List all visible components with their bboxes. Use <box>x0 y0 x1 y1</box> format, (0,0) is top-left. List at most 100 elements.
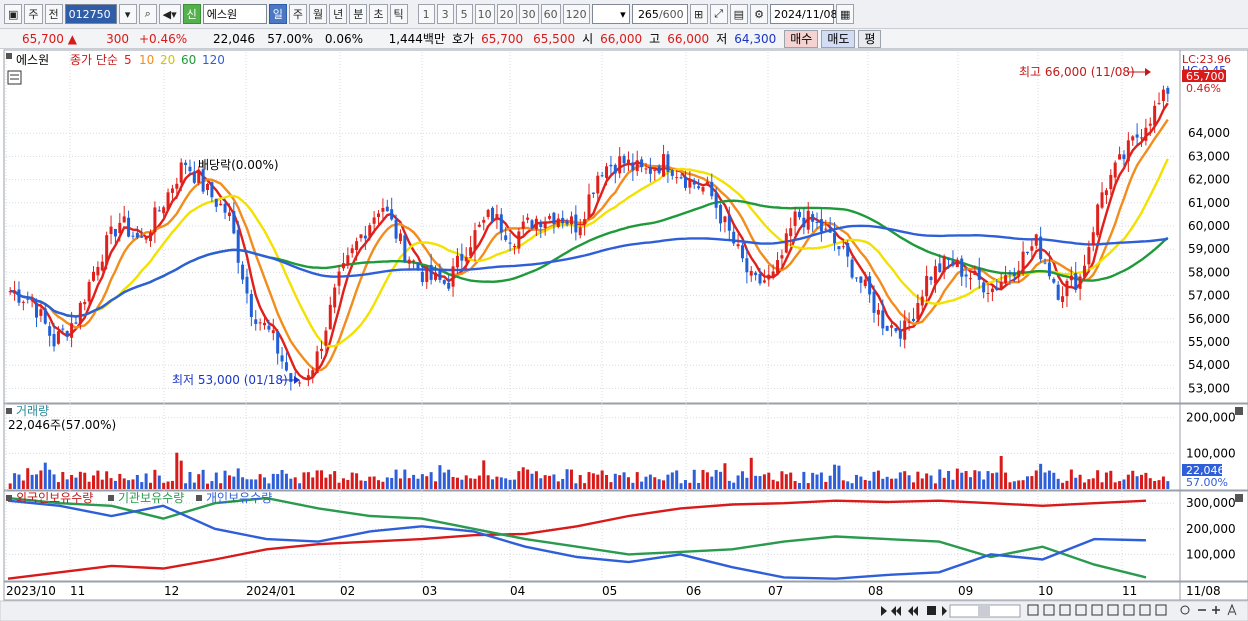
volume-bar <box>539 478 543 489</box>
interval-3-button[interactable]: 3 <box>436 4 454 24</box>
legend-sep-icon <box>108 495 114 501</box>
volume-bar <box>455 477 459 489</box>
volume-bar <box>565 469 569 489</box>
candle-body <box>666 154 670 172</box>
chevron-down-icon[interactable]: ▾ <box>118 4 137 24</box>
scroll-bar-area[interactable] <box>0 600 1248 621</box>
volume-bar <box>363 480 367 489</box>
period-day-button[interactable]: 일 <box>268 4 287 24</box>
step-forward-icon[interactable] <box>942 606 947 616</box>
stock-code-input[interactable]: 012750 <box>64 4 117 24</box>
zoom-in-icon[interactable] <box>1212 606 1220 614</box>
legend-foreign: 외국인보유수량 <box>16 491 93 505</box>
buy-button[interactable]: 매수 <box>784 29 819 48</box>
holdings-line <box>7 499 1147 580</box>
date-input[interactable]: 2024/11/08 <box>770 4 837 24</box>
interval-20-button[interactable]: 20 <box>496 4 517 24</box>
volume-bar <box>149 482 153 489</box>
eval-button[interactable]: 평 <box>858 29 882 48</box>
search-icon[interactable]: ⌕ <box>138 4 157 24</box>
font-size-icon[interactable] <box>1227 603 1237 616</box>
compare-icon[interactable] <box>1139 604 1151 616</box>
candle-body <box>613 164 617 174</box>
volume-bar <box>1148 478 1152 489</box>
play-icon[interactable] <box>881 606 887 616</box>
mode-button[interactable]: 전 <box>44 4 63 24</box>
stock-name-field[interactable]: 에스원 <box>202 4 267 24</box>
table-toggle-icon[interactable] <box>7 70 22 85</box>
interval-5-button[interactable]: 5 <box>455 4 473 24</box>
period-tick-button[interactable]: 틱 <box>389 4 408 24</box>
volume-bar <box>960 472 964 489</box>
interval-60-button[interactable]: 60 <box>540 4 561 24</box>
candle-body <box>1104 190 1108 196</box>
step-back-icon[interactable] <box>908 606 918 616</box>
candle-body <box>986 292 990 294</box>
period-year-button[interactable]: 년 <box>329 4 348 24</box>
magnifier-icon[interactable] <box>1180 605 1190 615</box>
list-icon[interactable] <box>1059 604 1071 616</box>
rewind-icon[interactable] <box>891 606 901 616</box>
zoom-window-icon[interactable] <box>1027 604 1039 616</box>
period-second-button[interactable]: 초 <box>369 4 388 24</box>
volume-bar <box>596 474 600 489</box>
copy-icon[interactable] <box>1107 604 1119 616</box>
volume-bar <box>938 469 942 489</box>
chart-type-icon[interactable] <box>1123 604 1135 616</box>
holdings-panel-close-icon[interactable] <box>1235 494 1243 502</box>
volume-bar <box>635 472 639 489</box>
scroll-thumb[interactable] <box>978 606 990 616</box>
low-price: 64,300 <box>734 31 777 46</box>
period-week-button[interactable]: 주 <box>288 4 308 24</box>
speaker-icon[interactable]: ◀▾ <box>158 4 181 24</box>
period-month-button[interactable]: 월 <box>309 4 328 24</box>
candle-body <box>968 278 972 280</box>
volume-bar <box>819 472 823 489</box>
low-label: 저 <box>716 32 728 46</box>
volume-bar <box>210 481 214 489</box>
open-label: 시 <box>582 32 594 46</box>
candle-body <box>1043 262 1047 264</box>
candle-body <box>692 180 696 185</box>
gear-icon[interactable]: ⚙ <box>750 4 769 24</box>
candle-body <box>184 162 188 166</box>
candle-body <box>745 258 749 273</box>
holdings-legend-marker-icon <box>6 495 12 501</box>
volume-bar <box>609 482 613 489</box>
window-icon[interactable]: ▣ <box>4 4 23 24</box>
candle-body <box>605 166 609 178</box>
x-tick-label: 04 <box>510 584 525 598</box>
grid-settings-icon[interactable]: ⊞ <box>689 4 708 24</box>
interval-10-button[interactable]: 10 <box>474 4 495 24</box>
candle-body <box>517 231 521 249</box>
candle-body <box>92 271 96 281</box>
grid-icon[interactable] <box>1075 604 1087 616</box>
period-minute-button[interactable]: 분 <box>349 4 368 24</box>
lock-icon[interactable]: ▤ <box>729 4 749 24</box>
candle-body <box>74 322 78 324</box>
table-icon[interactable] <box>1091 604 1103 616</box>
volume-bar <box>1017 480 1021 489</box>
stop-icon[interactable] <box>927 606 936 615</box>
volume-panel-close-icon[interactable] <box>1235 407 1243 415</box>
volume-bar <box>894 478 898 489</box>
volume-bar <box>276 474 280 489</box>
calendar-icon[interactable]: ▦ <box>836 4 855 24</box>
split-window-icon[interactable] <box>1043 604 1055 616</box>
market-select[interactable]: 주 <box>24 4 43 24</box>
candle-body <box>298 382 302 384</box>
volume-bar <box>688 482 692 489</box>
interval-1-button[interactable]: 1 <box>417 4 435 24</box>
draw-tool-icon[interactable]: ⤢ <box>709 4 728 24</box>
count-input[interactable]: 265 /600 <box>631 4 688 24</box>
custom-interval-select[interactable]: ▾ <box>591 4 630 24</box>
candle-body <box>56 331 60 344</box>
volume-bar <box>982 479 986 489</box>
volume-bar <box>1118 481 1122 489</box>
export-icon[interactable] <box>1155 604 1167 616</box>
interval-30-button[interactable]: 30 <box>518 4 539 24</box>
sell-button[interactable]: 매도 <box>821 29 856 48</box>
volume-bar <box>83 472 87 489</box>
volume-bar <box>973 470 977 489</box>
interval-120-button[interactable]: 120 <box>562 4 590 24</box>
